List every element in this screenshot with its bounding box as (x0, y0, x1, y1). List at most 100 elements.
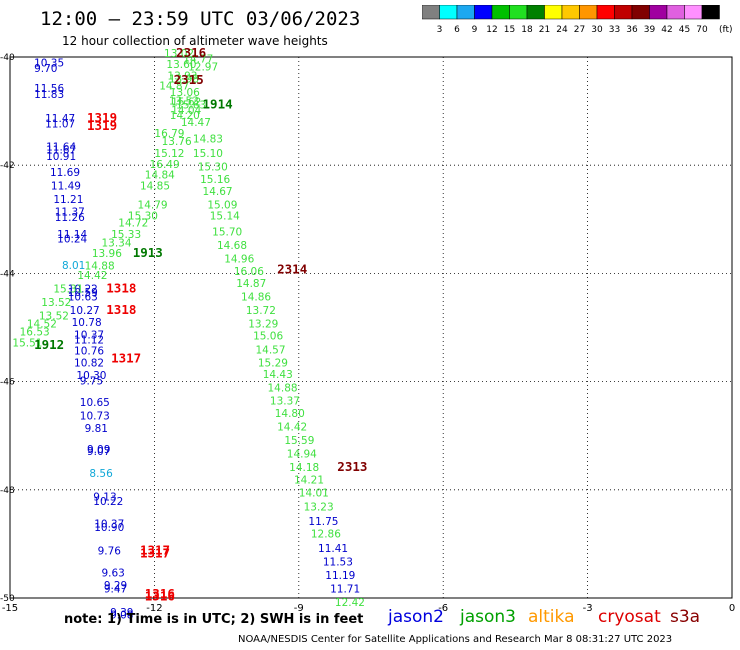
swh-value: 16.79 (154, 128, 184, 140)
track-time-label: 1914 (203, 96, 233, 111)
satellite-legend-item: s3a (670, 607, 701, 627)
colorbar-swatch (526, 5, 545, 20)
track-time-label: 1316 (145, 589, 175, 604)
swh-value: 10.37 (94, 519, 124, 531)
swh-value: 13.23 (304, 501, 334, 513)
swh-value: 9.13 (93, 492, 116, 504)
track-time-label: 1317 (140, 543, 170, 558)
swh-value: 14.21 (294, 474, 324, 486)
footer-credit: NOAA/NESDIS Center for Satellite Applica… (238, 634, 673, 645)
swh-value: 14.01 (299, 487, 329, 499)
y-tick-label: -48 (0, 486, 15, 496)
colorbar-label: 42 (661, 25, 672, 35)
swh-value: 15.30 (128, 210, 158, 222)
track-time-label: 1319 (87, 118, 117, 133)
colorbar-swatch (456, 5, 475, 20)
swh-value: 14.96 (224, 254, 254, 266)
swh-value: 14.86 (241, 291, 271, 303)
colorbar-swatch (491, 5, 510, 20)
swh-value: 10.35 (34, 58, 64, 70)
swh-value: 14.18 (289, 462, 319, 474)
swh-value: 13.02 (164, 48, 194, 60)
swh-value: 14.88 (85, 261, 115, 273)
swh-value: 9.09 (87, 444, 110, 456)
swh-value: 10.76 (74, 346, 104, 358)
swh-value: 11.56 (34, 83, 64, 95)
swh-value: 14.79 (138, 199, 168, 211)
swh-value: 15.10 (193, 148, 223, 160)
colorbar-swatch (684, 5, 703, 20)
colorbar-label: 21 (539, 25, 550, 35)
colorbar-swatch (649, 5, 668, 20)
swh-value: 9.08 (110, 610, 133, 622)
swh-value: 15.51 (12, 337, 42, 349)
x-tick-label: -15 (2, 603, 18, 614)
swh-value: 10.22 (68, 283, 98, 295)
track-time-label: 1316 (145, 586, 175, 601)
swh-value: 14.87 (159, 80, 189, 92)
swh-value: 10.27 (70, 305, 100, 317)
colorbar-swatch (596, 5, 615, 20)
swh-value: 12.86 (311, 528, 341, 540)
swh-value: 14.94 (287, 448, 317, 460)
track-time-label: 2314 (277, 261, 307, 276)
swh-value: 11.71 (330, 584, 360, 596)
swh-value: 15.16 (200, 174, 230, 186)
swh-value: 14.88 (268, 382, 298, 394)
satellite-legend-item: jason2 (388, 607, 444, 627)
colorbar-label: 9 (472, 25, 478, 35)
swh-value: 11.37 (55, 207, 85, 219)
swh-value: 14.85 (140, 181, 170, 193)
swh-value: 13.29 (248, 319, 278, 331)
swh-value: 13.60 (166, 59, 196, 71)
y-tick-label: -40 (0, 53, 15, 63)
swh-value: 10.63 (68, 291, 98, 303)
swh-value: 11.67 (46, 144, 76, 156)
colorbar-label: 27 (574, 25, 585, 35)
swh-value: 10.65 (80, 397, 110, 409)
colorbar-swatch (561, 5, 580, 20)
swh-value: 9.63 (101, 567, 124, 579)
plot-frame (9, 56, 733, 599)
swh-value: 15.30 (198, 162, 228, 174)
swh-value: 15.59 (284, 435, 314, 447)
track-time-label: 2315 (174, 72, 204, 87)
swh-value: 15.14 (210, 210, 240, 222)
track-time-label: 1318 (106, 280, 136, 295)
satellite-legend-item: cryosat (598, 607, 661, 627)
x-tick-label: -9 (294, 603, 304, 614)
footer-note: note: 1) Time is in UTC; 2) SWH is in fe… (64, 612, 364, 627)
swh-value: 15.63 (176, 99, 206, 111)
chart-title: 12:00 — 23:59 UTC 03/06/2023 (40, 8, 361, 30)
swh-value: 10.59 (68, 287, 98, 299)
swh-value: 15.31 (53, 283, 83, 295)
swh-value: 14.72 (118, 217, 148, 229)
track-time-label: 1317 (140, 545, 170, 560)
swh-value: 11.41 (318, 543, 348, 555)
track-time-label: 1913 (133, 245, 163, 260)
y-tick-label: -42 (0, 161, 15, 171)
swh-value: 13.72 (246, 305, 276, 317)
swh-value: 14.42 (277, 421, 307, 433)
swh-value: 14.80 (275, 408, 305, 420)
swh-value: 11.83 (34, 89, 64, 101)
swh-value: 10.30 (76, 370, 106, 382)
swh-value: 13.96 (92, 248, 122, 260)
swh-value: 14.87 (236, 278, 266, 290)
y-tick-label: -50 (0, 594, 15, 604)
colorbar-swatch (544, 5, 563, 20)
swh-value: 15.12 (154, 148, 184, 160)
colorbar-swatch (701, 5, 720, 20)
swh-value: 13.52 (39, 310, 69, 322)
swh-value: 11.47 (45, 113, 75, 125)
swh-value: 15.29 (258, 357, 288, 369)
swh-value: 15.70 (212, 227, 242, 239)
x-tick-label: -3 (583, 603, 593, 614)
colorbar-label: 45 (679, 25, 690, 35)
swh-value: 14.47 (181, 117, 211, 129)
swh-value: 8.56 (89, 468, 113, 480)
swh-value: 10.91 (46, 151, 76, 163)
swh-value: 11.69 (50, 167, 80, 179)
swh-value: 10.78 (72, 317, 102, 329)
